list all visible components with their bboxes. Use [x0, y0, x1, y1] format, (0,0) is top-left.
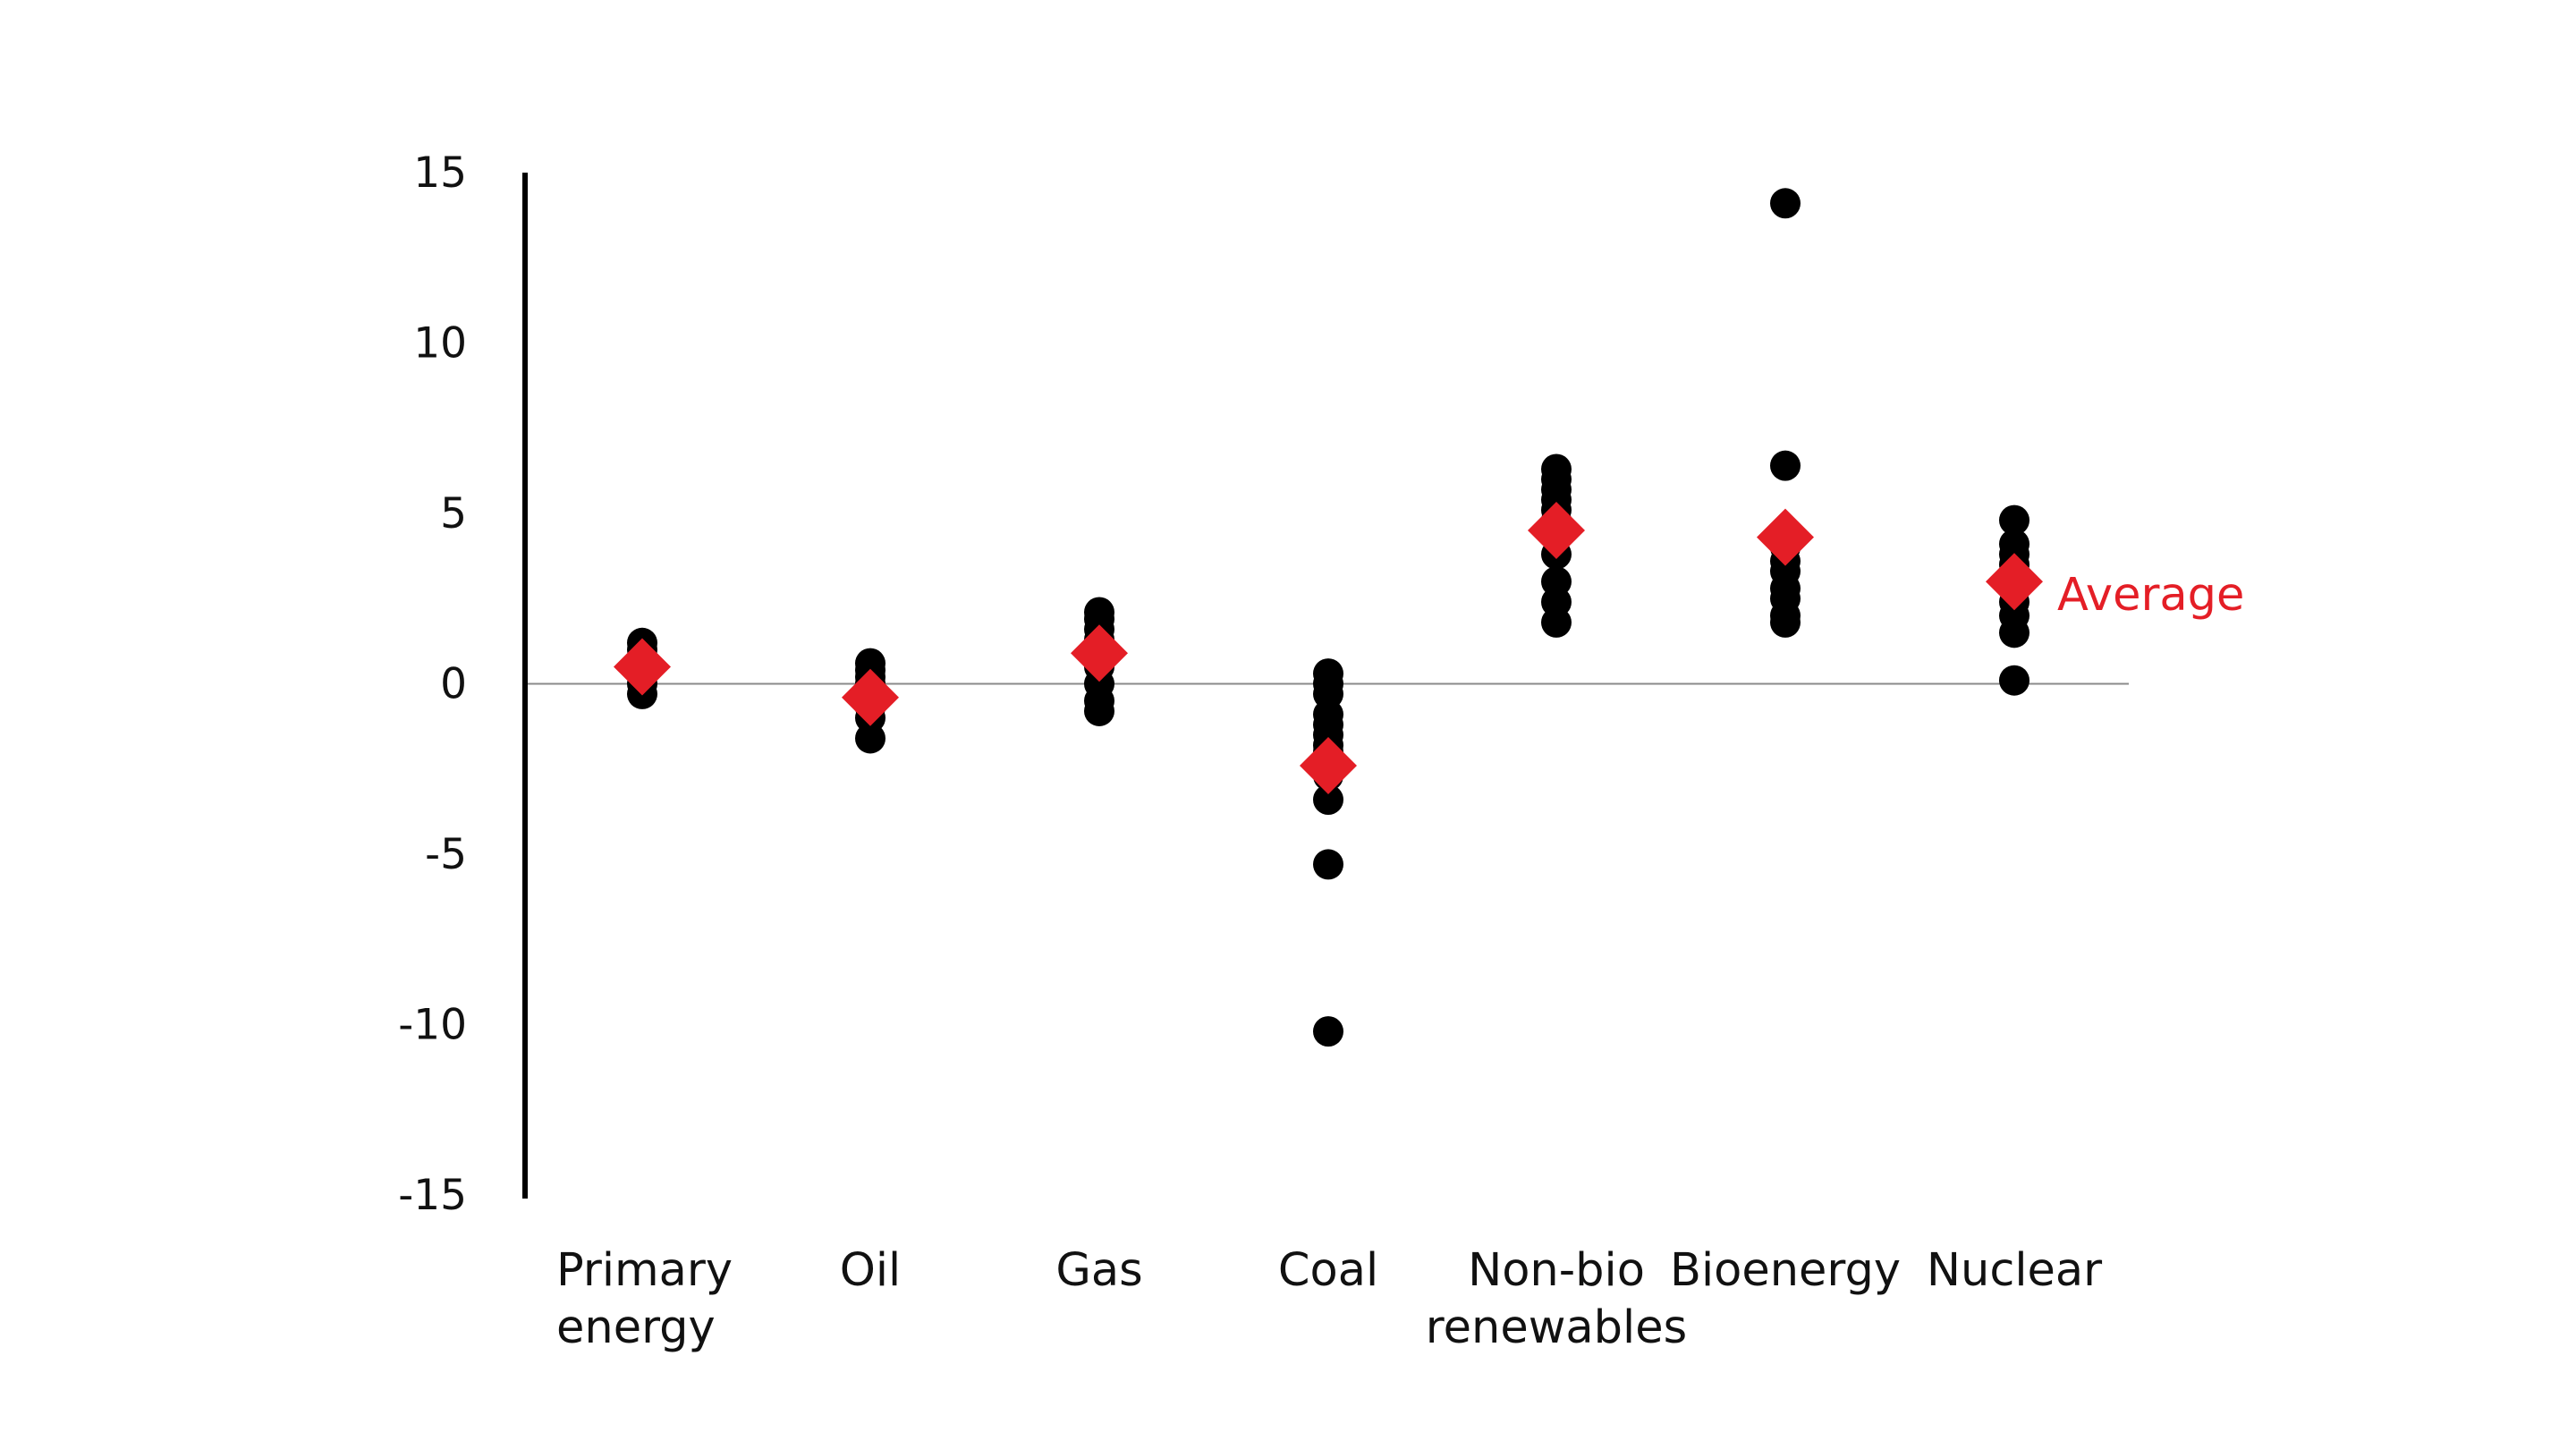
- data-point: [1770, 606, 1801, 638]
- y-tick-label: -15: [398, 1171, 467, 1220]
- data-point: [1313, 1016, 1343, 1047]
- category-label: Nuclear: [1927, 1244, 2102, 1297]
- average-marker: [1300, 736, 1357, 794]
- data-points: [627, 188, 2029, 1047]
- data-point: [1999, 617, 2029, 648]
- average-markers: [614, 502, 2043, 794]
- data-point: [855, 723, 886, 754]
- data-point: [1999, 504, 2029, 536]
- category-label: Gas: [1055, 1244, 1142, 1297]
- category-label: Non-bio: [1468, 1244, 1645, 1297]
- data-point: [1313, 849, 1343, 880]
- average-marker: [1986, 553, 2043, 611]
- y-tick-labels: 15 10 5 0 -5 -10 -15: [398, 148, 467, 1220]
- data-point: [1770, 450, 1801, 481]
- y-tick-label: -5: [425, 830, 467, 879]
- data-point: [1084, 695, 1114, 726]
- category-label: Coal: [1278, 1244, 1378, 1297]
- y-tick-label: 10: [413, 319, 467, 369]
- average-marker: [1071, 624, 1128, 682]
- data-point: [1313, 784, 1343, 816]
- category-label: Oil: [840, 1244, 901, 1297]
- y-tick-label: 0: [440, 660, 467, 709]
- average-marker: [1757, 508, 1814, 566]
- average-marker: [1528, 502, 1585, 560]
- average-marker: [842, 668, 899, 726]
- y-tick-label: 5: [440, 489, 467, 538]
- legend-label-average: Average: [2057, 569, 2244, 622]
- category-label: Bioenergy: [1670, 1244, 1901, 1297]
- legend: Average: [2057, 569, 2244, 622]
- y-tick-label: -10: [398, 1001, 467, 1050]
- data-point: [1999, 665, 2029, 696]
- category-label: renewables: [1426, 1301, 1687, 1354]
- data-point: [1770, 188, 1801, 219]
- average-marker: [614, 638, 671, 696]
- category-label: Primary: [556, 1244, 733, 1297]
- category-label: energy: [556, 1301, 716, 1354]
- y-tick-label: 15: [413, 148, 467, 198]
- data-point: [1541, 606, 1572, 638]
